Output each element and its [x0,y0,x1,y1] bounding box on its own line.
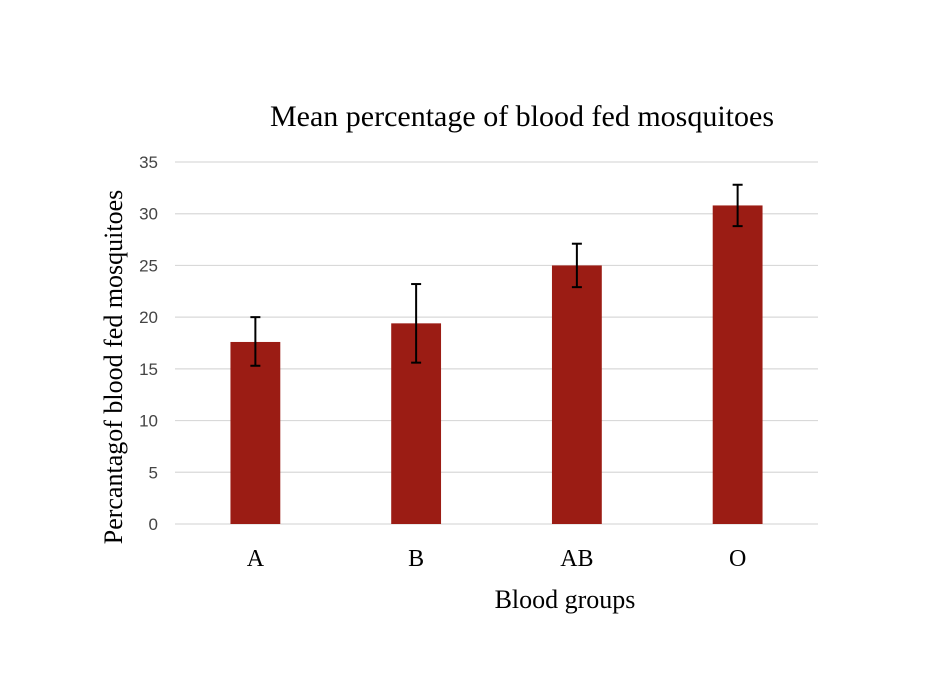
x-axis-title: Blood groups [495,585,636,614]
x-tick-label-o: O [729,546,746,572]
x-tick-label-a: A [247,546,265,572]
bars [230,205,763,524]
y-tick-label: 35 [139,153,158,172]
y-tick-label: 15 [139,360,158,379]
error-bars [250,183,743,367]
bar-a [230,341,281,524]
x-tick-label-ab: AB [560,546,593,572]
gridlines [175,161,818,525]
error-bar-ab [571,242,582,289]
x-axis-ticks: A B AB O [247,546,747,572]
y-tick-label: 30 [139,205,158,224]
y-tick-label: 20 [139,308,158,327]
y-axis-title: Percantagof blood fed mosquitoes [99,190,128,545]
bar-o [712,205,763,524]
error-bar-b [411,283,422,364]
bar-ab [551,265,602,524]
error-bar-o [732,183,743,228]
y-axis-ticks: 0 5 10 15 20 25 30 35 [139,153,158,534]
y-tick-label: 25 [139,256,158,275]
y-tick-label: 0 [149,515,158,534]
x-tick-label-b: B [408,546,424,572]
y-tick-label: 5 [149,463,158,482]
chart-title: Mean percentage of blood fed mosquitoes [270,100,774,133]
error-bar-a [250,316,261,367]
y-tick-label: 10 [139,412,158,431]
